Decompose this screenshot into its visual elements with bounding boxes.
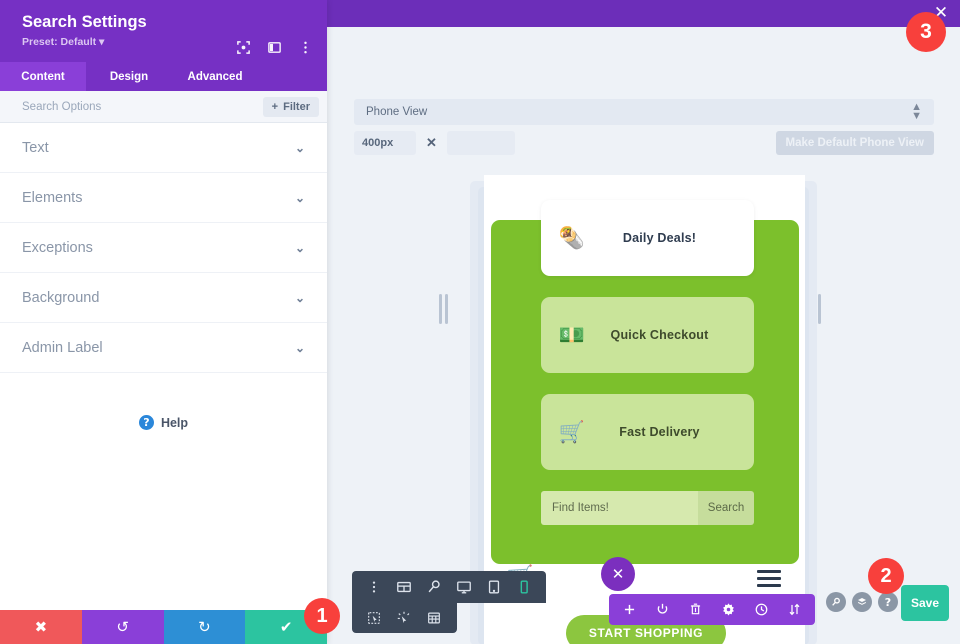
settings-title: Search Settings — [22, 13, 147, 31]
make-default-phone-view-button[interactable]: Make Default Phone View — [775, 131, 934, 155]
chevron-down-icon: ⌄ — [294, 240, 305, 255]
viewport-width-input[interactable]: 400px — [354, 131, 416, 155]
chevron-down-icon: ⌄ — [294, 190, 305, 205]
cart-icon: 🛒 — [558, 419, 586, 444]
help-link[interactable]: ? Help — [0, 373, 327, 430]
gear-icon[interactable] — [712, 594, 745, 625]
redo-button[interactable]: ↻ — [163, 610, 246, 644]
trash-icon[interactable] — [679, 594, 712, 625]
resize-handle-left[interactable] — [439, 294, 451, 324]
phone-preview-frame: 🌯 Daily Deals! 💵 Quick Checkout 🛒 Fast D… — [456, 175, 831, 644]
step-badge-one: 1 — [304, 598, 340, 634]
grid-icon[interactable] — [419, 603, 449, 633]
undo-button[interactable]: ↺ — [81, 610, 164, 644]
step-badge-two: 2 — [868, 558, 904, 594]
module-search[interactable]: Find Items! Search — [541, 491, 754, 525]
tablet-icon[interactable] — [479, 572, 509, 602]
search-submit-button[interactable]: Search — [698, 491, 754, 525]
tab-advanced[interactable]: Advanced — [187, 70, 243, 83]
save-button[interactable]: Save — [901, 585, 949, 621]
section-background[interactable]: Background ⌄ — [0, 273, 327, 323]
viewport-dimensions: 400px ✕ — [354, 131, 515, 155]
money-icon: 💵 — [558, 322, 586, 347]
search-field[interactable]: Find Items! — [541, 491, 698, 525]
settings-header-icons — [236, 40, 313, 55]
builder-dark-toolbar — [352, 571, 546, 633]
add-icon[interactable] — [613, 594, 646, 625]
chevron-down-icon: ⌄ — [294, 140, 305, 155]
zoom-icon[interactable] — [419, 572, 449, 602]
section-label: Text — [22, 139, 49, 156]
layers-icon[interactable] — [852, 592, 872, 612]
preset-selector[interactable]: Preset: Default ▾ — [22, 36, 105, 48]
search-options-input[interactable] — [22, 100, 263, 113]
cancel-button[interactable]: ✖ — [0, 610, 82, 644]
power-icon[interactable] — [646, 594, 679, 625]
step-badge-three: 3 — [906, 12, 946, 52]
panel-action-bar: ✖ ↺ ↻ ✔ — [0, 610, 327, 644]
select-cursor-icon[interactable] — [359, 603, 389, 633]
chevron-down-icon: ⌄ — [294, 290, 305, 305]
module-label: Quick Checkout — [610, 328, 709, 342]
settings-panel: Search Settings Preset: Default ▾ — [0, 0, 327, 644]
wireframe-icon[interactable] — [389, 572, 419, 602]
chevron-down-icon: ⌄ — [294, 340, 305, 355]
more-vertical-icon[interactable] — [359, 572, 389, 602]
section-admin-label[interactable]: Admin Label ⌄ — [0, 323, 327, 373]
module-daily-deals[interactable]: 🌯 Daily Deals! — [541, 200, 754, 276]
section-label: Exceptions — [22, 239, 93, 256]
chevron-updown-icon: ▲ ▼ — [911, 101, 922, 122]
filter-button[interactable]: + Filter — [262, 96, 319, 117]
more-vertical-icon[interactable] — [298, 40, 313, 55]
builder-utility-icons: ? — [826, 592, 898, 612]
plus-icon: + — [271, 100, 279, 113]
section-text[interactable]: Text ⌄ — [0, 123, 327, 173]
desktop-icon[interactable] — [449, 572, 479, 602]
settings-sections: Text ⌄ Elements ⌄ Exceptions ⌄ Backgroun… — [0, 123, 327, 373]
module-fast-delivery[interactable]: 🛒 Fast Delivery — [541, 394, 754, 470]
module-quick-checkout[interactable]: 💵 Quick Checkout — [541, 297, 754, 373]
focus-icon[interactable] — [236, 40, 251, 55]
hamburger-menu-icon[interactable] — [757, 570, 781, 591]
settings-panel-header: Search Settings Preset: Default ▾ — [0, 0, 327, 62]
help-label: Help — [160, 415, 189, 430]
viewport-height-input[interactable] — [446, 131, 515, 155]
filter-button-label: Filter — [283, 100, 310, 113]
preview-canvas: Phone View ▲ ▼ 400px ✕ Make Default Phone… — [327, 27, 960, 644]
tab-design[interactable]: Design — [109, 70, 149, 83]
burrito-icon: 🌯 — [558, 225, 586, 250]
dark-toolbar-row-two — [352, 603, 457, 633]
help-icon[interactable]: ? — [878, 592, 898, 612]
tab-content[interactable]: Content — [0, 62, 86, 91]
module-label: Fast Delivery — [619, 425, 700, 439]
settings-tabs: Content Design Advanced — [0, 62, 327, 91]
dark-toolbar-row-one — [352, 571, 546, 603]
module-label: Daily Deals! — [622, 231, 697, 245]
phone-viewport: 🌯 Daily Deals! 💵 Quick Checkout 🛒 Fast D… — [484, 175, 805, 644]
search-icon[interactable] — [826, 592, 846, 612]
close-module-fab-icon[interactable]: ✕ — [601, 557, 635, 591]
section-exceptions[interactable]: Exceptions ⌄ — [0, 223, 327, 273]
module-action-toolbar — [609, 594, 815, 625]
click-cursor-icon[interactable] — [389, 603, 419, 633]
layout-panel-icon[interactable] — [267, 40, 282, 55]
help-icon: ? — [138, 415, 154, 430]
options-search-row: + Filter — [0, 91, 327, 123]
viewport-select[interactable]: Phone View ▲ ▼ — [354, 99, 934, 125]
sort-icon[interactable] — [778, 594, 811, 625]
section-label: Background — [22, 289, 100, 306]
section-label: Elements — [22, 189, 83, 206]
viewport-select-value: Phone View — [366, 106, 428, 118]
dimension-separator-icon: ✕ — [426, 135, 437, 150]
history-icon[interactable] — [745, 594, 778, 625]
section-label: Admin Label — [22, 339, 103, 356]
phone-icon[interactable] — [509, 572, 539, 602]
section-elements[interactable]: Elements ⌄ — [0, 173, 327, 223]
